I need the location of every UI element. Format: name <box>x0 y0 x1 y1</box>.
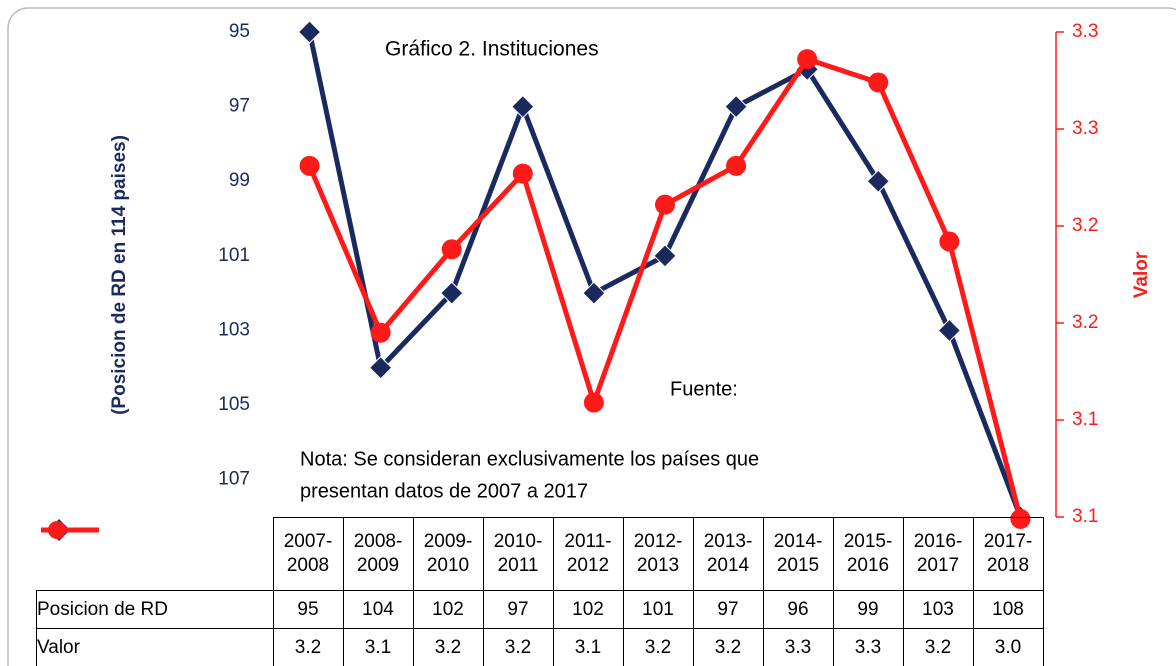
point <box>653 244 677 268</box>
value-cell: 3.0 <box>972 628 1044 666</box>
value-cell: 97 <box>692 590 764 629</box>
y2-tick-label: 3.2 <box>1072 215 1098 236</box>
frame <box>7 7 1176 666</box>
y2-tick-label: 3.3 <box>1072 21 1098 42</box>
point <box>440 281 464 305</box>
value-cell: 3.3 <box>832 628 904 666</box>
value-cell: 95 <box>272 590 344 629</box>
y-tick-label: 101 <box>218 245 250 266</box>
point <box>724 94 748 119</box>
point <box>582 281 606 305</box>
value-cell: 108 <box>972 590 1044 629</box>
y2-tick-label: 3.2 <box>1072 312 1098 333</box>
category-cell: 2010-2011 <box>482 517 554 591</box>
point <box>797 49 818 70</box>
annotation: presentan datos de 2007 a 2017 <box>300 480 588 502</box>
category-cell: 2013-2014 <box>692 517 764 591</box>
value-cell: 97 <box>482 590 554 629</box>
point <box>370 322 391 343</box>
category-cell: 2011-2012 <box>552 517 624 591</box>
legend-marker <box>47 520 66 539</box>
point <box>299 155 320 176</box>
point <box>583 392 604 413</box>
data-table: 2007-2008 2008-2009 2009-2010 2010-2011 2011… <box>36 517 1044 666</box>
point <box>866 169 890 193</box>
value-cell: 102 <box>552 590 624 629</box>
value-cell: 3.2 <box>272 628 344 666</box>
legend-key <box>40 520 99 539</box>
y-tick-label: 99 <box>229 170 250 191</box>
value-cell: 3.1 <box>552 628 624 666</box>
category-cell: 2007-2008 <box>272 517 344 591</box>
table-row: Valor 3.2 3.1 3.2 3.2 3.1 3.2 3.2 3.3 3.3 3.2 3.0 <box>36 520 1044 666</box>
point <box>868 72 889 93</box>
value-cell: 3.2 <box>622 628 694 666</box>
legend-cell: Posicion de RD <box>36 518 274 629</box>
y-tick-label: 105 <box>218 394 250 415</box>
table-row: Posicion de RD 95 104 102 97 102 101 97 96 99 103 1… <box>36 518 1044 629</box>
category-cell: 2017-2018 <box>972 517 1044 591</box>
category-cell: 2015-2016 <box>832 517 904 591</box>
point <box>512 163 533 184</box>
legend-cell: Valor <box>36 520 274 666</box>
value-cell: 104 <box>342 590 414 629</box>
category-cell: 2009-2010 <box>412 517 484 591</box>
y-tick-label: 97 <box>229 96 250 117</box>
value-cell: 96 <box>762 590 834 629</box>
y-tick-label: 103 <box>218 319 250 340</box>
y2-axis-title: Valor <box>1131 251 1152 298</box>
value-cell: 3.2 <box>692 628 764 666</box>
value-cell: 3.2 <box>482 628 554 666</box>
series-line <box>307 31 1023 518</box>
y-tick-label: 107 <box>218 469 250 490</box>
point <box>939 231 960 252</box>
chart-title: Gráfico 2. Instituciones <box>385 38 599 61</box>
value-cell: 103 <box>902 590 974 629</box>
y2-tick-label: 3.1 <box>1072 409 1098 430</box>
value-cell: 99 <box>832 590 904 629</box>
category-cell: 2012-2013 <box>622 517 694 591</box>
value-cell: 101 <box>622 590 694 629</box>
point <box>297 20 322 44</box>
value-cell: 102 <box>412 590 484 629</box>
y2-tick-label: 3.3 <box>1072 118 1098 139</box>
category-cell: 2008-2009 <box>342 517 414 591</box>
value-cell: 3.2 <box>412 628 484 666</box>
y-axis-title: (Posicion de RD en 114 paises) <box>109 135 130 415</box>
annotation: Fuente: <box>670 378 738 400</box>
value-cell: 3.2 <box>902 628 974 666</box>
legend-label: Valor <box>37 636 80 658</box>
y2-tick-label: 3.1 <box>1072 506 1098 527</box>
value-cell: 3.1 <box>342 628 414 666</box>
point <box>726 155 747 176</box>
annotation: Nota: Se consideran exclusivamente los p… <box>300 448 759 470</box>
point <box>655 194 675 215</box>
legend-label: Posicion de RD <box>37 598 168 620</box>
value-cell: 3.3 <box>762 628 834 666</box>
point <box>441 239 462 260</box>
point <box>937 318 962 343</box>
point <box>368 356 393 380</box>
category-cell: 2016-2017 <box>902 517 974 591</box>
y-tick-label: 95 <box>229 21 250 42</box>
point <box>511 94 535 119</box>
table-row: 2007-2008 2008-2009 2009-2010 2010-2011 2011… <box>37 517 1044 591</box>
category-cell: 2014-2015 <box>762 517 834 591</box>
